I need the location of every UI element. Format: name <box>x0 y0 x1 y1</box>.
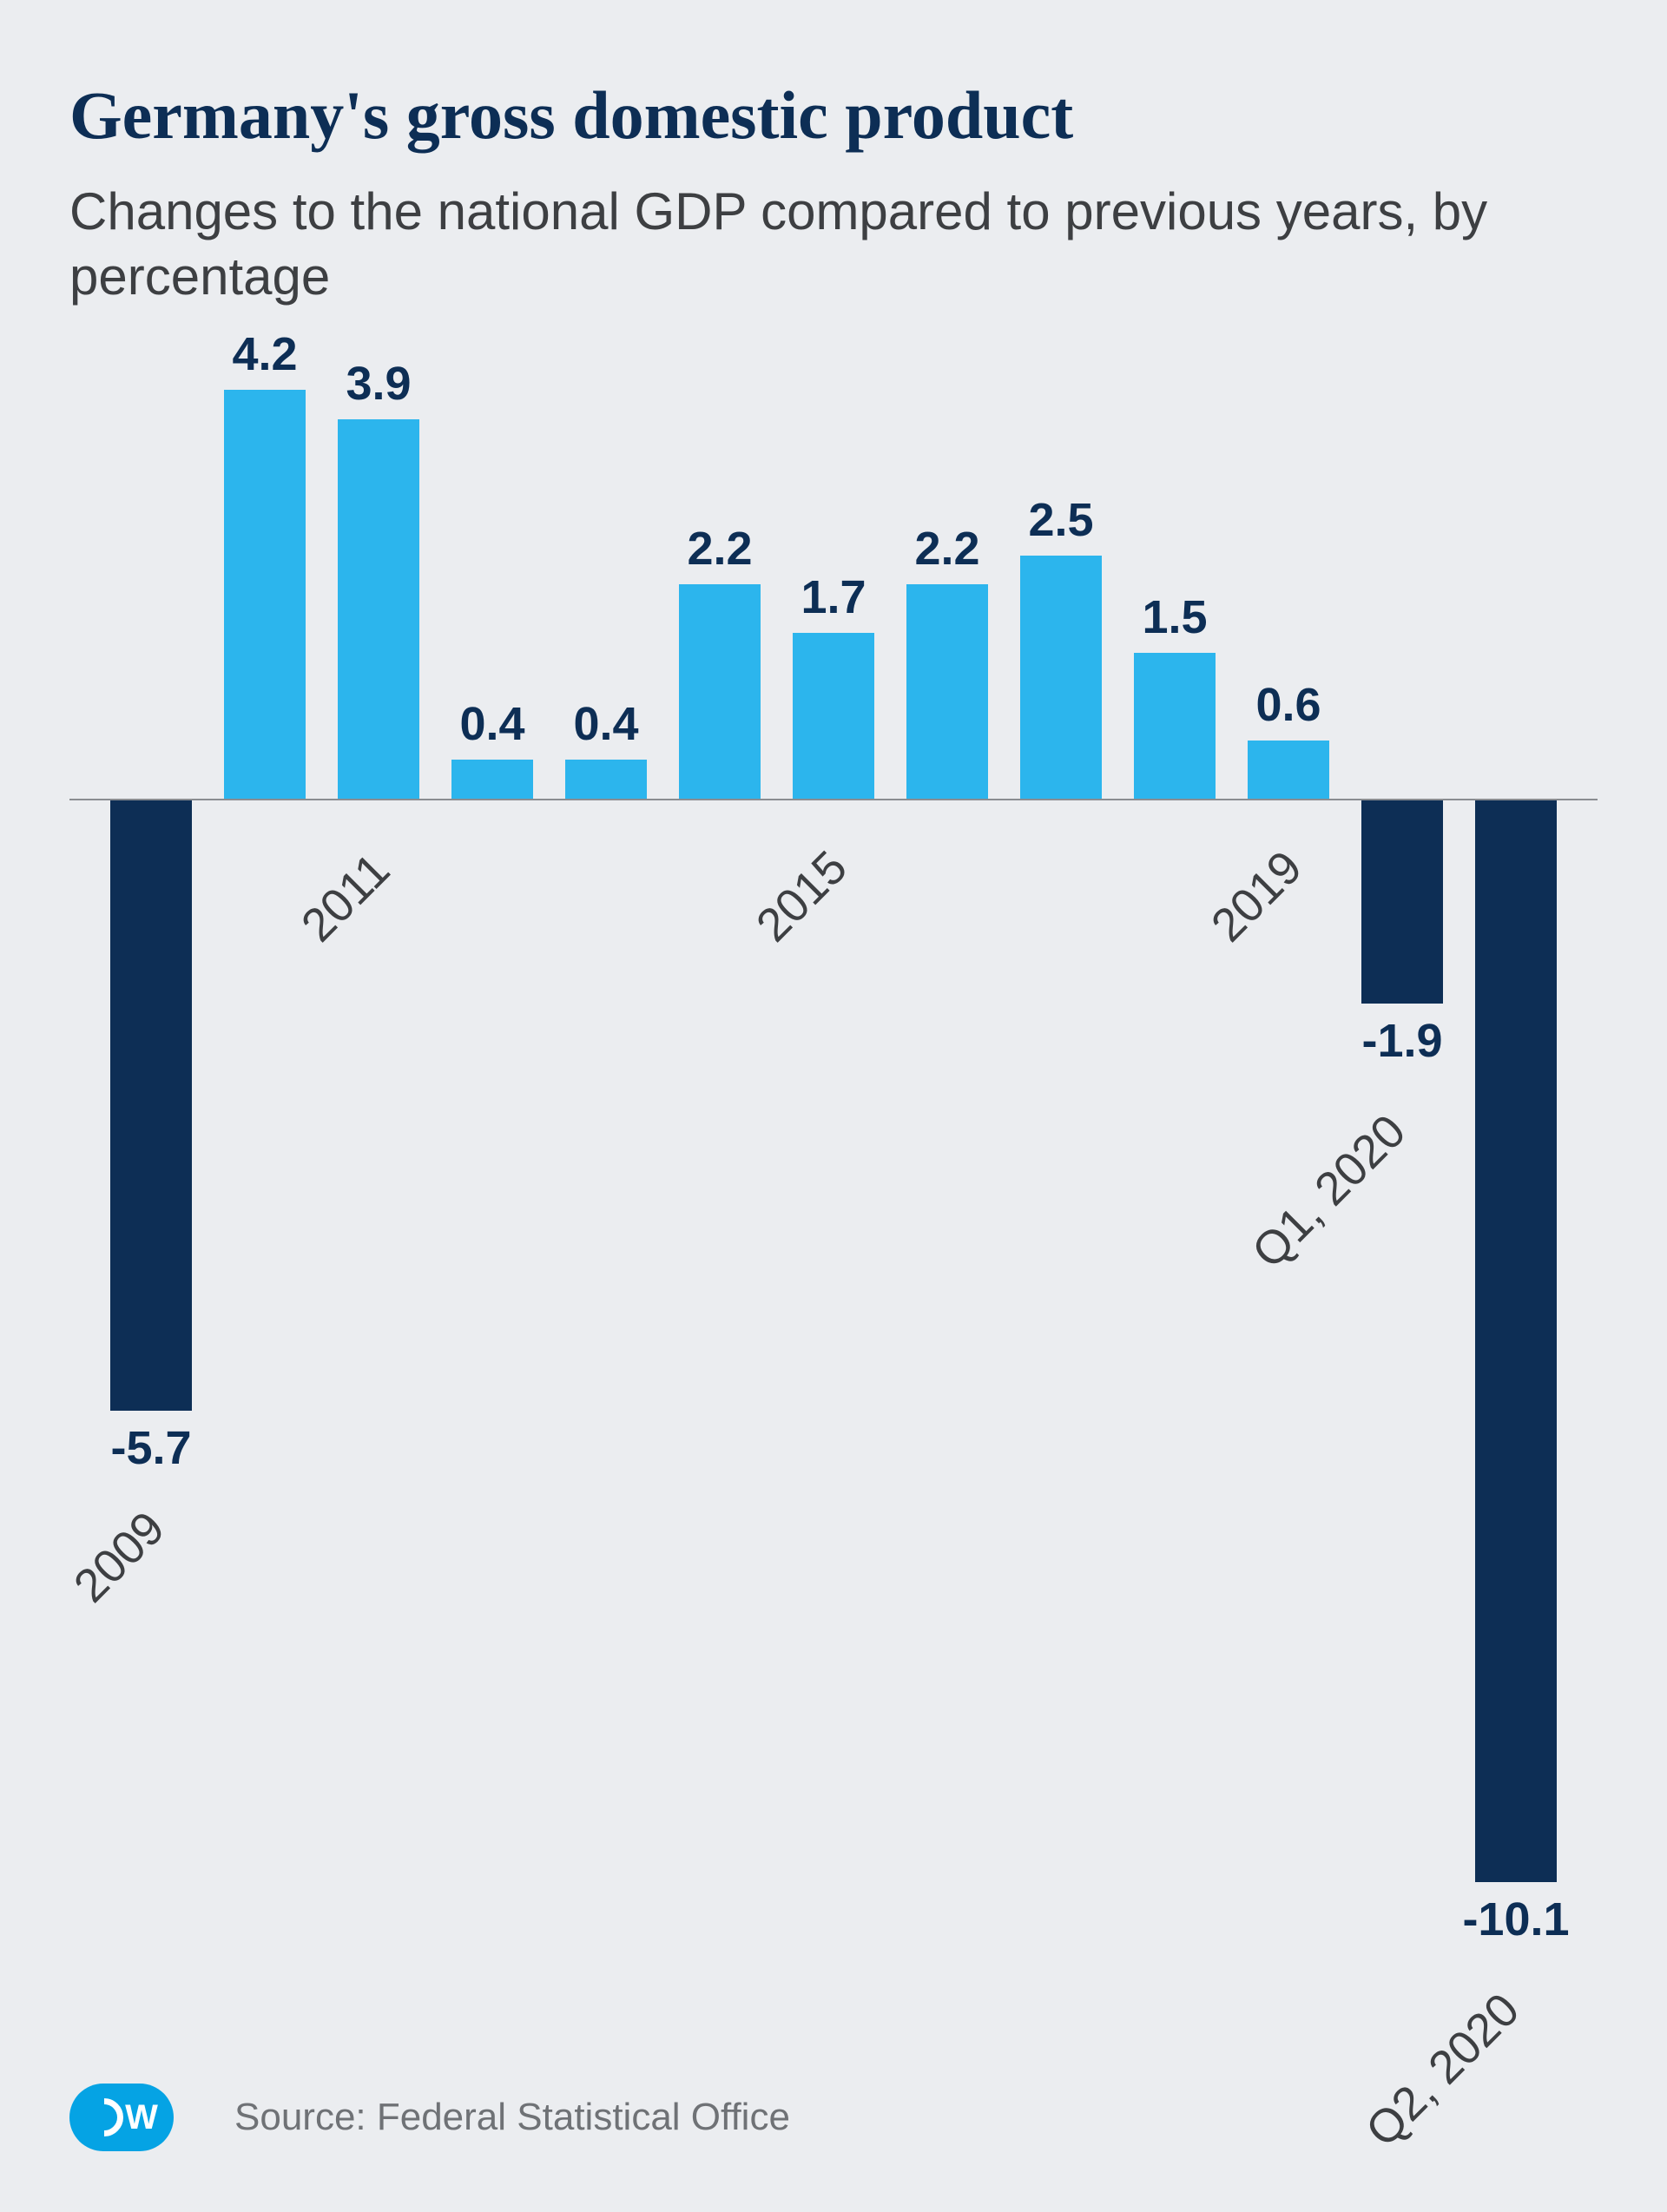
bar-value-label: 0.6 <box>1255 678 1321 732</box>
bar-value-label: -1.9 <box>1361 1014 1442 1068</box>
bar <box>565 760 647 799</box>
bar-value-label: -10.1 <box>1462 1893 1569 1946</box>
x-axis-label: 2009 <box>63 1501 175 1613</box>
bar-value-label: 4.2 <box>232 327 297 381</box>
bar <box>224 390 306 798</box>
bar-group: 0.4 <box>451 361 533 1924</box>
bar <box>906 584 988 798</box>
chart-footer: W Source: Federal Statistical Office <box>69 2084 1598 2151</box>
bar-group: -5.72009 <box>110 361 192 1924</box>
dw-logo-w: W <box>125 2100 158 2135</box>
bar <box>451 760 533 799</box>
bar <box>1475 800 1557 1883</box>
bar-group: 0.4 <box>565 361 647 1924</box>
bar-group: 1.72015 <box>793 361 874 1924</box>
bar-group: -10.1Q2, 2020 <box>1475 361 1557 1924</box>
bar-value-label: 1.7 <box>801 570 866 624</box>
bar-value-label: 2.2 <box>687 522 752 576</box>
chart-source: Source: Federal Statistical Office <box>234 2096 790 2139</box>
bar <box>1248 741 1329 799</box>
bar <box>110 800 192 1412</box>
infographic-page: Germany's gross domestic product Changes… <box>0 0 1667 2212</box>
bar-group: 0.62019 <box>1248 361 1329 1924</box>
bar-group: 2.2 <box>906 361 988 1924</box>
dw-logo-d-icon <box>85 2098 123 2136</box>
bar-group: 2.2 <box>679 361 761 1924</box>
x-axis-label: 2019 <box>1201 840 1313 952</box>
bar-value-label: 0.4 <box>459 697 524 751</box>
bar <box>1134 653 1216 799</box>
bar-group: 4.2 <box>224 361 306 1924</box>
bar-group: 2.5 <box>1020 361 1102 1924</box>
gdp-bar-chart: -5.720094.23.920110.40.42.21.720152.22.5… <box>69 361 1598 1924</box>
chart-title: Germany's gross domestic product <box>69 78 1598 153</box>
bar <box>338 419 419 799</box>
x-axis-label: 2015 <box>746 840 858 952</box>
bar-value-label: 2.5 <box>1028 493 1093 547</box>
bar-group: 1.5 <box>1134 361 1216 1924</box>
dw-logo-icon: W <box>69 2084 174 2151</box>
bar <box>679 584 761 798</box>
bar <box>1361 800 1443 1004</box>
bar-value-label: 1.5 <box>1142 590 1207 644</box>
bar <box>1020 556 1102 799</box>
bar-value-label: -5.7 <box>110 1421 191 1475</box>
bar-value-label: 3.9 <box>346 357 411 411</box>
bar-value-label: 0.4 <box>573 697 638 751</box>
bar-group: 3.92011 <box>338 361 419 1924</box>
chart-subtitle: Changes to the national GDP compared to … <box>69 179 1545 309</box>
x-axis-label: 2011 <box>291 843 400 952</box>
bar-value-label: 2.2 <box>914 522 979 576</box>
bar-group: -1.9Q1, 2020 <box>1361 361 1443 1924</box>
bar <box>793 633 874 798</box>
